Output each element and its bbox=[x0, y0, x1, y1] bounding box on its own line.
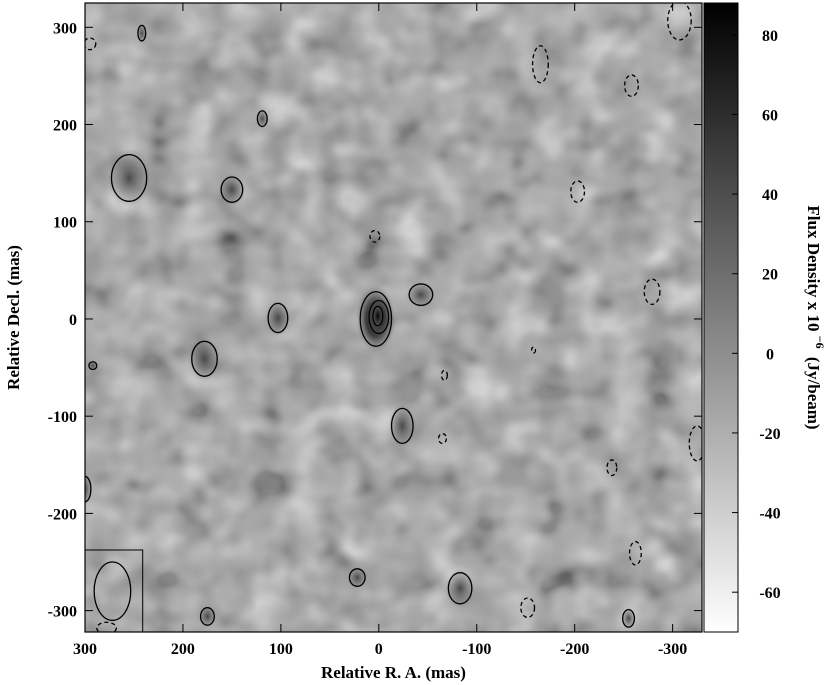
positive-contour bbox=[191, 340, 218, 377]
emission-blob bbox=[621, 607, 636, 630]
x-tick-label: 100 bbox=[269, 641, 293, 658]
positive-contours bbox=[85, 24, 636, 628]
positive-contour bbox=[88, 361, 98, 371]
colorbar-tick-label: -20 bbox=[759, 426, 780, 443]
colorbar-label-exponent: −6 bbox=[813, 336, 827, 349]
emission-blob bbox=[265, 299, 291, 337]
emission-blob bbox=[188, 336, 221, 381]
y-tick-label: -200 bbox=[48, 506, 77, 523]
beam-box bbox=[85, 549, 144, 632]
colorbar-label-main: Flux Density x 10 bbox=[804, 205, 823, 331]
x-tick-label: 200 bbox=[171, 641, 195, 658]
negative-contour bbox=[531, 45, 549, 84]
negative-contour bbox=[628, 540, 642, 566]
emission-blob bbox=[406, 281, 436, 309]
positive-contour bbox=[447, 572, 473, 605]
emission-blob bbox=[107, 148, 152, 208]
negative-contour bbox=[440, 369, 449, 381]
positive-contour bbox=[137, 24, 147, 42]
colorbar-tick-label: 20 bbox=[762, 267, 778, 284]
colorbar-label: Flux Density x 10 −6 (Jy/beam) bbox=[804, 205, 830, 429]
positive-contour bbox=[267, 302, 289, 334]
positive-contour bbox=[199, 607, 215, 626]
y-tick-label: 0 bbox=[69, 312, 77, 329]
y-axis: 300 200 100 0 -100 -200 -300 bbox=[48, 20, 702, 621]
colorbar-tick-label: 60 bbox=[762, 107, 778, 124]
negative-contour bbox=[96, 621, 117, 632]
colorbar-tick-label: 80 bbox=[762, 28, 778, 45]
colorbar: 80 60 40 20 0 -20 -40 -60 bbox=[703, 2, 781, 633]
negative-contour bbox=[606, 459, 618, 477]
x-tick-label: -200 bbox=[560, 641, 589, 658]
emission-blob bbox=[445, 568, 475, 608]
emission-blob bbox=[87, 360, 98, 371]
negative-contour bbox=[643, 278, 661, 306]
y-tick-label: 100 bbox=[53, 215, 77, 232]
x-axis-label: Relative R. A. (mas) bbox=[321, 663, 466, 682]
x-axis: 300 200 100 0 -100 -200 -300 bbox=[73, 3, 687, 658]
positive-contour bbox=[348, 568, 366, 587]
colorbar-tick-label: 0 bbox=[766, 346, 774, 363]
colorbar-tick-label: -40 bbox=[759, 506, 780, 523]
x-tick-label: 300 bbox=[73, 641, 97, 658]
emission-blob bbox=[388, 404, 416, 448]
negative-contour bbox=[667, 3, 692, 41]
positive-contour bbox=[390, 407, 414, 445]
emission-blob bbox=[85, 473, 93, 505]
y-tick-label: 200 bbox=[53, 118, 77, 135]
colorbar-label-unit: (Jy/beam) bbox=[804, 357, 823, 430]
emission-shading bbox=[85, 23, 636, 630]
colorbar-tick-label: -60 bbox=[759, 585, 780, 602]
positive-contour bbox=[372, 305, 384, 327]
positive-contour bbox=[368, 299, 390, 335]
colorbar-ticks: 80 60 40 20 0 -20 -40 -60 bbox=[732, 28, 781, 602]
positive-contour bbox=[256, 110, 268, 128]
negative-contour bbox=[623, 74, 639, 97]
positive-contour bbox=[85, 475, 92, 503]
emission-blob bbox=[347, 566, 368, 589]
negative-contours bbox=[85, 3, 702, 632]
y-tick-label: -300 bbox=[48, 604, 77, 621]
positive-contour bbox=[359, 291, 393, 347]
emission-blob bbox=[218, 173, 246, 206]
colorbar-label-text: Flux Density x 10 −6 (Jy/beam) bbox=[804, 205, 830, 429]
colorbar-tick-label: 40 bbox=[762, 187, 778, 204]
negative-contour bbox=[369, 229, 381, 243]
emission-blob bbox=[371, 303, 384, 329]
y-axis-label: Relative Decl. (mas) bbox=[4, 245, 23, 390]
negative-contour bbox=[85, 37, 97, 51]
y-tick-label: -100 bbox=[48, 409, 77, 426]
negative-contour bbox=[570, 180, 586, 203]
negative-contour bbox=[530, 346, 537, 354]
negative-contour bbox=[520, 597, 536, 619]
x-tick-label: 0 bbox=[375, 641, 383, 658]
beam-indicator bbox=[85, 549, 144, 632]
y-tick-label: 300 bbox=[53, 20, 77, 37]
positive-contour bbox=[408, 283, 434, 306]
colorbar-gradient bbox=[703, 2, 739, 633]
x-tick-label: -100 bbox=[462, 641, 491, 658]
positive-contour bbox=[622, 608, 636, 628]
positive-contour bbox=[220, 176, 244, 203]
emission-blob bbox=[198, 605, 216, 628]
x-tick-label: -300 bbox=[658, 641, 687, 658]
positive-contour bbox=[110, 154, 148, 202]
plot-area bbox=[85, 3, 702, 632]
negative-contour bbox=[437, 433, 448, 445]
emission-blob bbox=[256, 108, 269, 129]
beam-ellipse bbox=[93, 561, 132, 621]
plot-frame bbox=[84, 2, 703, 633]
